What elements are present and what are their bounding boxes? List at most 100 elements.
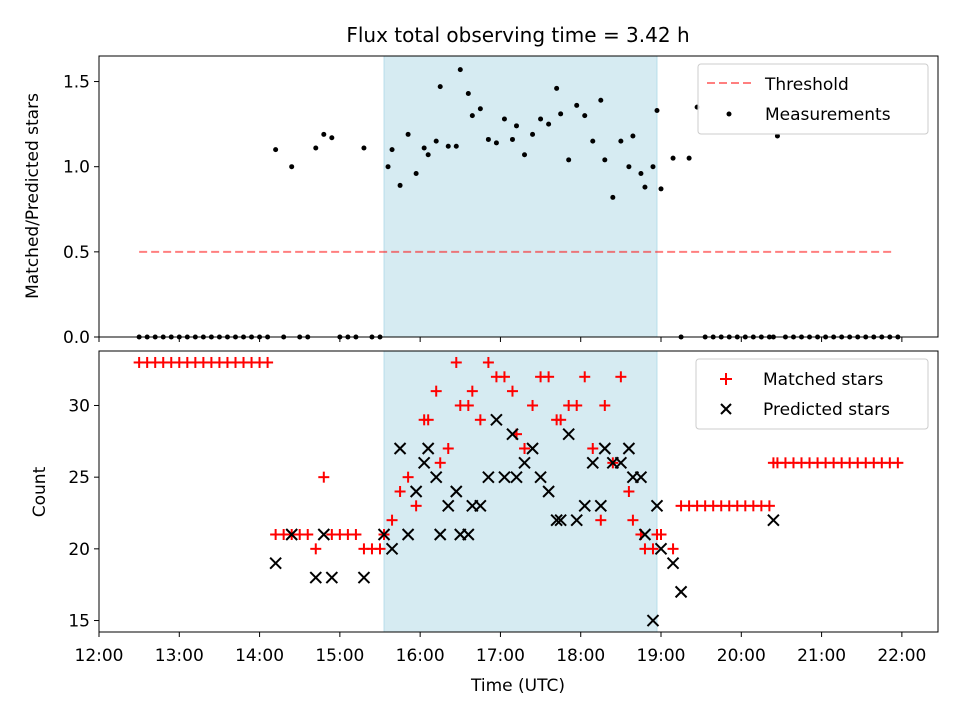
- matched-star-marker: [623, 486, 635, 497]
- matched-star-marker: [615, 371, 627, 383]
- measurement-point: [566, 157, 572, 163]
- bottom-xtick-label: 20:00: [717, 646, 766, 666]
- predicted-star-marker: [429, 470, 443, 484]
- measurement-point: [509, 136, 515, 142]
- predicted-star-marker: [385, 542, 399, 556]
- predicted-star-marker: [650, 499, 664, 513]
- measurement-point: [405, 131, 411, 137]
- matched-star-marker: [474, 414, 486, 426]
- predicted-star-marker: [594, 499, 608, 513]
- predicted-star-marker: [598, 442, 612, 455]
- bottom-legend-frame: [695, 358, 929, 430]
- matched-star-marker: [462, 399, 474, 411]
- measurement-point: [538, 116, 544, 122]
- predicted-star-marker: [401, 528, 415, 541]
- matched-star-marker: [466, 385, 478, 397]
- measurement-point: [413, 171, 419, 177]
- legend-threshold-label: Threshold: [764, 75, 849, 95]
- predicted-star-marker: [614, 456, 628, 470]
- measurement-point: [598, 97, 604, 103]
- top-ytick-label: 1.5: [63, 73, 90, 93]
- measurement-point: [658, 186, 664, 192]
- measurement-point: [522, 152, 528, 158]
- bottom-ytick-label: 15: [68, 612, 90, 632]
- measurement-point: [465, 90, 471, 96]
- matched-star-marker: [410, 500, 422, 512]
- bottom-ytick-label: 25: [68, 468, 90, 488]
- matched-star-marker: [763, 500, 775, 512]
- predicted-star-marker: [674, 585, 688, 599]
- predicted-star-marker: [421, 442, 435, 455]
- predicted-star-marker: [586, 456, 599, 470]
- matched-star-marker: [442, 442, 454, 454]
- measurement-point: [453, 143, 459, 149]
- predicted-star-marker: [434, 528, 447, 541]
- predicted-star-marker: [490, 413, 503, 427]
- top-legend-frame: [697, 63, 929, 135]
- predicted-star-marker: [482, 470, 495, 484]
- matched-star-marker: [310, 543, 322, 555]
- matched-star-marker: [892, 457, 904, 469]
- measurement-point: [421, 145, 427, 151]
- measurement-point: [686, 155, 692, 161]
- predicted-star-marker: [377, 528, 391, 541]
- predicted-star-marker: [462, 528, 475, 541]
- top-ytick-label: 0.5: [63, 243, 90, 263]
- matched-star-marker: [482, 356, 494, 368]
- matched-star-marker: [318, 471, 330, 483]
- top-ytick-label: 0.0: [63, 328, 90, 348]
- bottom-xtick-label: 17:00: [476, 646, 525, 666]
- matched-star-marker: [587, 442, 599, 454]
- matched-star-marker: [579, 371, 591, 383]
- predicted-star-marker: [393, 442, 407, 455]
- measurement-point: [530, 131, 536, 137]
- measurement-point: [433, 138, 439, 144]
- bottom-highlight-span: [383, 350, 658, 633]
- bottom-legend: Matched stars Predicted stars: [695, 358, 929, 430]
- matched-star-marker: [374, 543, 386, 555]
- measurement-point: [289, 164, 295, 170]
- matched-star-marker: [627, 514, 639, 526]
- measurement-point: [610, 194, 616, 200]
- measurement-point: [389, 147, 395, 153]
- matched-star-marker: [647, 543, 659, 555]
- bottom-xtick-label: 18:00: [556, 646, 605, 666]
- measurement-point: [501, 116, 507, 122]
- predicted-star-marker: [510, 470, 523, 484]
- predicted-star-marker: [450, 485, 463, 498]
- bottom-xtick-label: 15:00: [315, 646, 364, 666]
- predicted-star-marker: [526, 442, 539, 455]
- matched-star-marker: [506, 385, 518, 397]
- bottom-xtick-label: 16:00: [396, 646, 445, 666]
- matched-star-marker: [655, 529, 667, 541]
- legend-measurements-label: Measurements: [765, 105, 891, 125]
- bottom-plot-frame: [98, 350, 939, 633]
- bottom-xtick-label: 19:00: [637, 646, 686, 666]
- measurement-point: [618, 138, 624, 144]
- measurement-point: [425, 152, 431, 158]
- predicted-star-marker: [578, 499, 591, 513]
- measurement-point: [546, 121, 552, 127]
- matched-star-marker: [571, 399, 583, 411]
- bottom-xtick-label: 21:00: [797, 646, 846, 666]
- predicted-star-marker: [309, 571, 322, 584]
- legend-matched-label: Matched stars: [763, 370, 883, 390]
- matched-star-marker: [599, 399, 611, 411]
- predicted-star-marker: [570, 513, 583, 527]
- measurement-point: [654, 107, 660, 113]
- measurement-point: [513, 123, 519, 129]
- bottom-panel: 15 20 25 30 12:00 13:00 14:00 15:00 16:00 17:00 1…: [30, 350, 939, 696]
- measurement-point: [774, 133, 780, 139]
- measurement-point: [558, 111, 564, 117]
- measurement-point: [590, 138, 596, 144]
- bottom-xtick-label: 14:00: [235, 646, 284, 666]
- predicted-star-marker: [417, 456, 431, 470]
- measurement-point: [554, 85, 560, 91]
- predicted-star-marker: [498, 470, 511, 484]
- measurement-point: [582, 113, 588, 119]
- legend-predicted-swatch: [720, 403, 732, 415]
- matched-star-marker: [386, 514, 398, 526]
- matched-star-marker: [595, 514, 607, 526]
- top-legend: Threshold Measurements: [697, 63, 929, 135]
- predicted-star-marker: [654, 542, 668, 556]
